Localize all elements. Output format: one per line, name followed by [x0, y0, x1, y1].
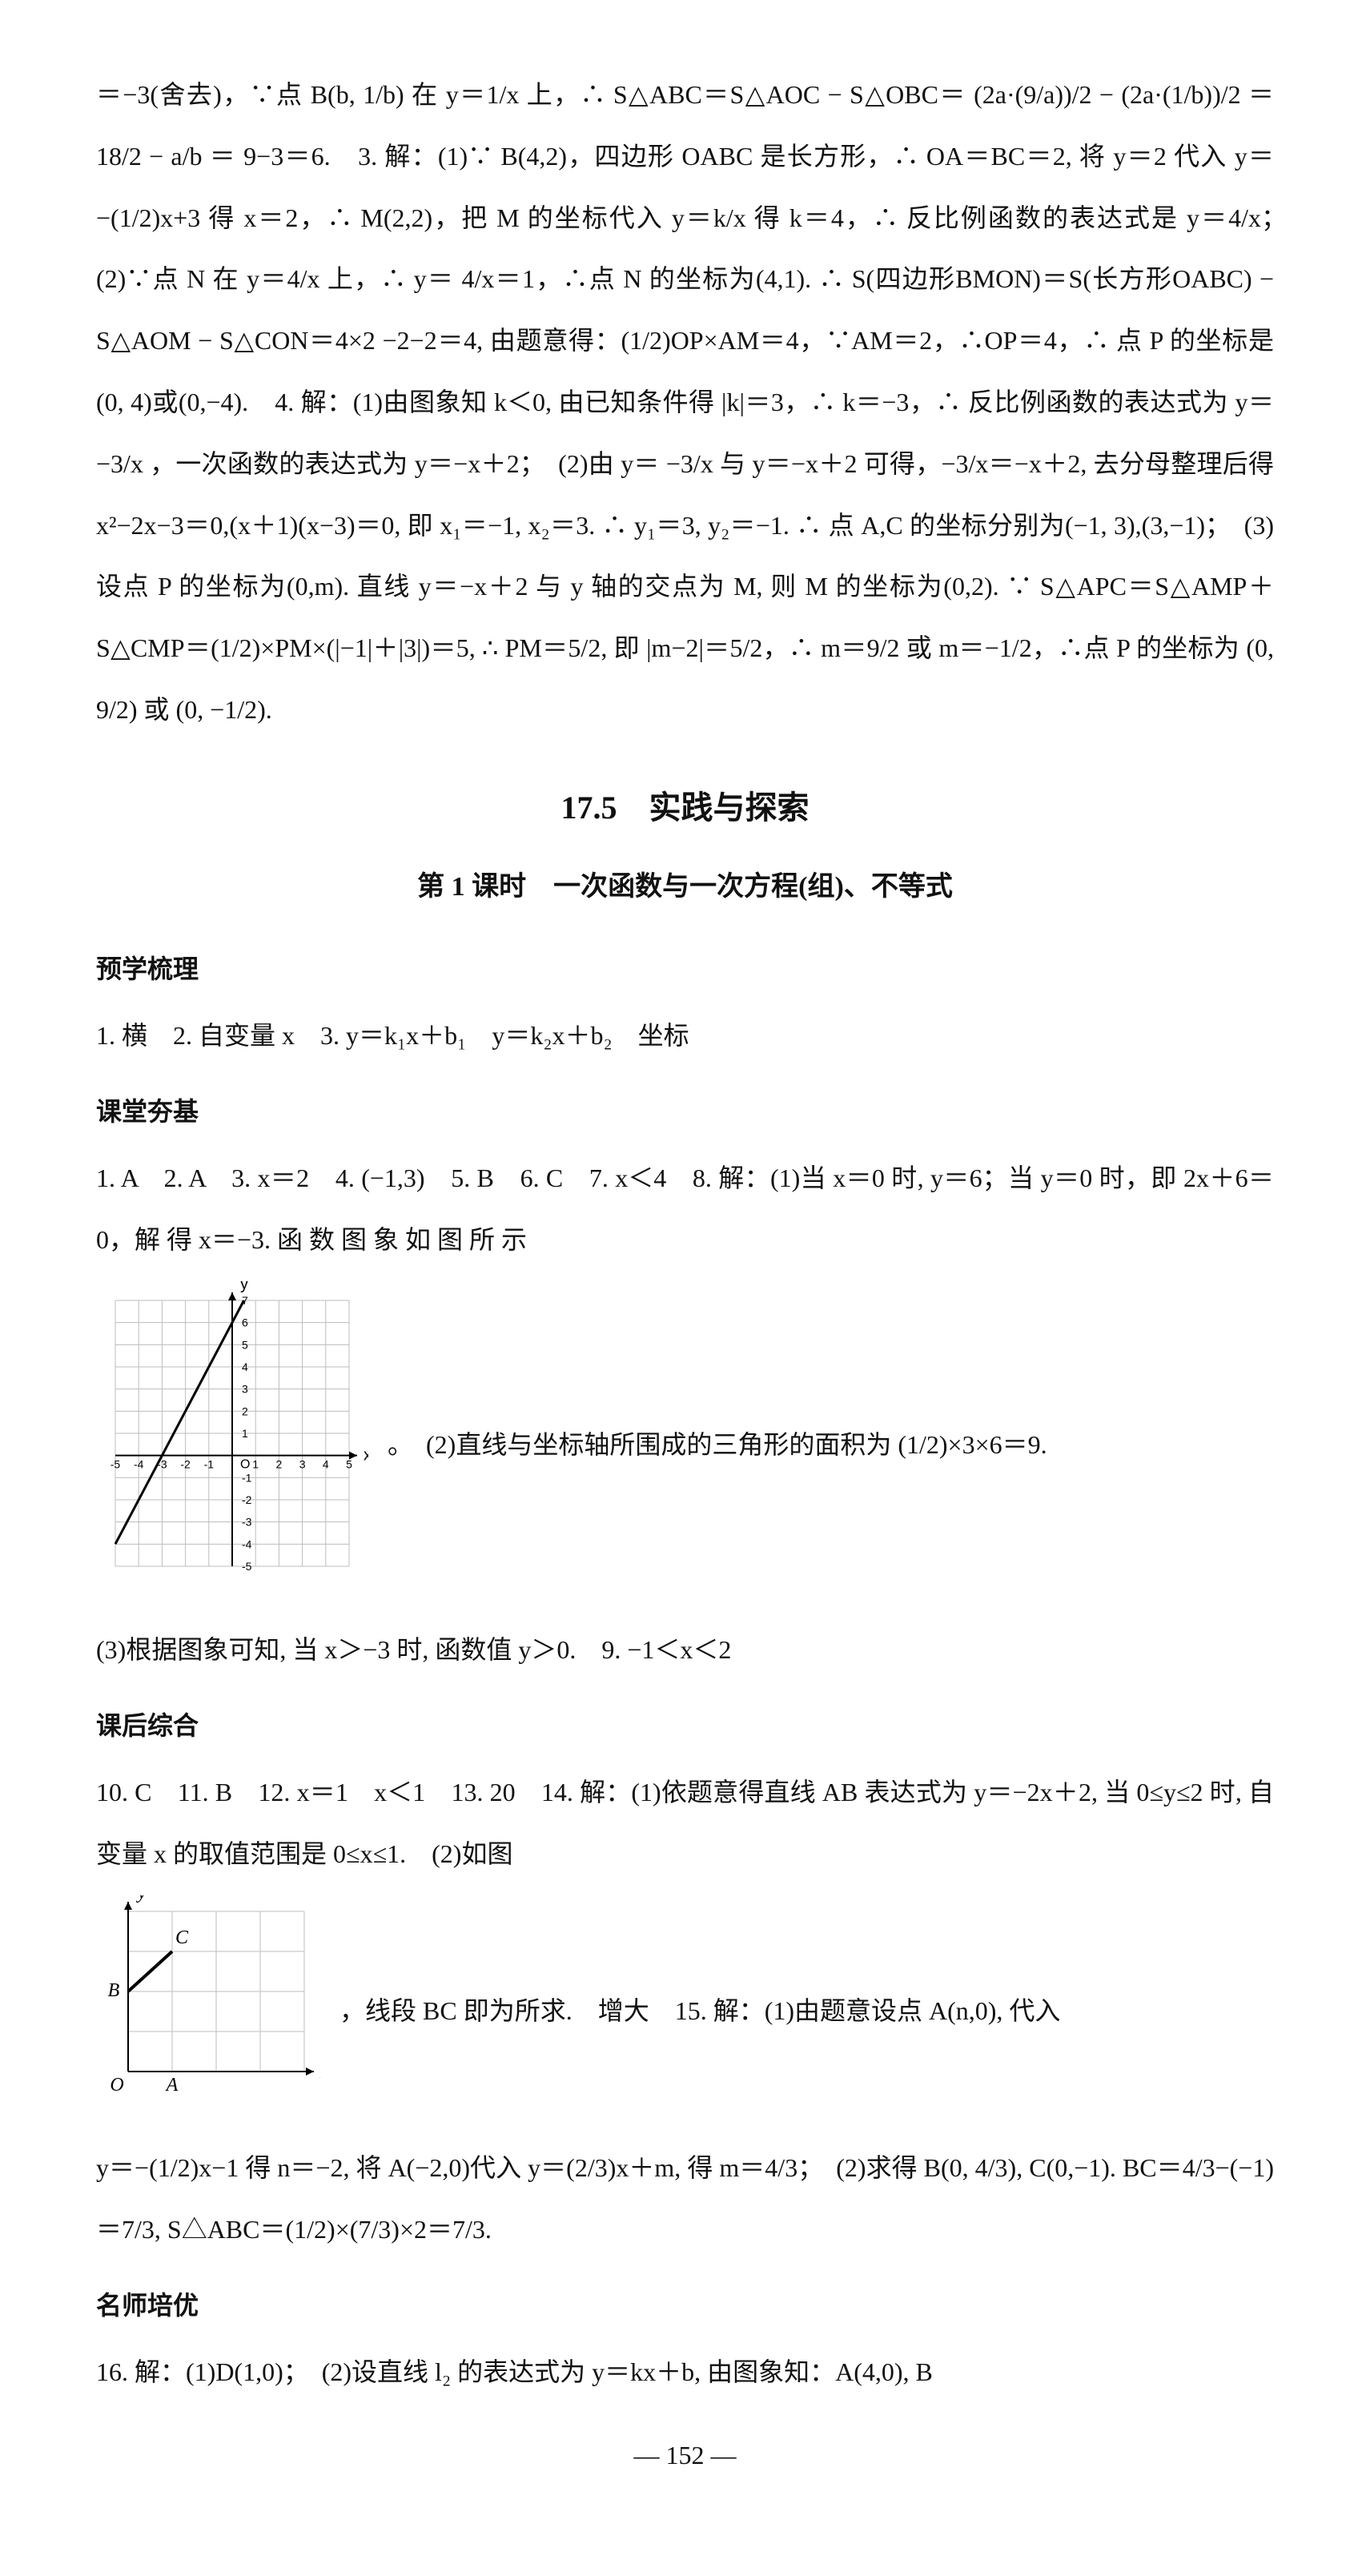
graph2-row: O A B Cx y ，线段 BC 即为所求. 增大 15. 解：(1)由题意设点 A(… — [96, 1895, 1274, 2126]
afterclass-graph-right: ，线段 BC 即为所求. 增大 15. 解：(1)由题意设点 A(n,0), 代… — [339, 1980, 1274, 2042]
top-continuation: ＝−3(舍去)，∵点 B(b, 1/b) 在 y＝1/x 上，∴ S△ABC＝S… — [96, 64, 1274, 741]
graph1-svg: -5-4-3-2-112345-5-4-3-2-11234567Oxy — [96, 1281, 368, 1585]
svg-text:B: B — [108, 1980, 120, 2001]
svg-text:2: 2 — [276, 1458, 283, 1471]
svg-text:-1: -1 — [242, 1472, 252, 1485]
svg-text:6: 6 — [242, 1316, 248, 1329]
graph1-row: -5-4-3-2-112345-5-4-3-2-11234567Oxy 。 (2… — [96, 1281, 1274, 1608]
svg-text:5: 5 — [242, 1339, 248, 1352]
label-preview: 预学梳理 — [96, 938, 1274, 1000]
graph1: -5-4-3-2-112345-5-4-3-2-11234567Oxy — [96, 1281, 368, 1608]
svg-text:3: 3 — [299, 1458, 306, 1471]
section-title: 17.5 实践与探索 — [96, 770, 1274, 846]
label-afterclass: 课后综合 — [96, 1695, 1274, 1757]
svg-text:-2: -2 — [242, 1493, 252, 1506]
svg-text:-5: -5 — [110, 1458, 121, 1471]
graph2: O A B Cx y — [96, 1895, 320, 2126]
svg-text:-2: -2 — [180, 1458, 191, 1471]
svg-text:5: 5 — [346, 1458, 352, 1471]
svg-text:4: 4 — [242, 1360, 248, 1373]
svg-text:O: O — [240, 1458, 250, 1472]
svg-text:x: x — [319, 2062, 320, 2083]
afterclass-after-graph: y＝−(1/2)x−1 得 n＝−2, 将 A(−2,0)代入 y＝(2/3)x… — [96, 2137, 1274, 2261]
svg-text:-1: -1 — [204, 1458, 215, 1471]
classroom-after-graph: (3)根据图象可知, 当 x＞−3 时, 函数值 y＞0. 9. −1＜x＜2 — [96, 1619, 1274, 1681]
svg-text:O: O — [110, 2075, 123, 2096]
svg-text:3: 3 — [242, 1383, 248, 1396]
svg-text:C: C — [175, 1927, 189, 1948]
svg-text:-5: -5 — [242, 1560, 252, 1573]
classroom-graph-right: 。 (2)直线与坐标轴所围成的三角形的面积为 (1/2)×3×6＝9. — [388, 1414, 1274, 1476]
page-number: — 152 — — [96, 2425, 1274, 2486]
label-classroom: 课堂夯基 — [96, 1081, 1274, 1143]
svg-text:2: 2 — [242, 1405, 248, 1418]
svg-text:1: 1 — [252, 1458, 259, 1471]
svg-text:x: x — [364, 1447, 368, 1465]
afterclass-before-graph: 10. C 11. B 12. x＝1 x＜1 13. 20 14. 解：(1)… — [96, 1762, 1274, 1885]
svg-text:y: y — [240, 1281, 248, 1293]
svg-text:4: 4 — [323, 1458, 329, 1471]
svg-text:-4: -4 — [134, 1458, 144, 1471]
graph2-svg: O A B Cx y — [96, 1895, 320, 2104]
svg-text:-4: -4 — [242, 1538, 252, 1551]
page-root: ＝−3(舍去)，∵点 B(b, 1/b) 在 y＝1/x 上，∴ S△ABC＝S… — [0, 0, 1370, 2576]
svg-text:A: A — [165, 2075, 179, 2096]
svg-text:1: 1 — [242, 1427, 248, 1440]
svg-text:y: y — [136, 1895, 147, 1903]
preview-content: 1. 横 2. 自变量 x 3. y＝k₁x＋b₁ y＝k₂x＋b₂ 坐标 — [96, 1005, 1274, 1067]
section-subtitle: 第 1 课时 一次函数与一次方程(组)、不等式 — [96, 854, 1274, 920]
label-teacher: 名师培优 — [96, 2275, 1274, 2337]
teacher-content: 16. 解：(1)D(1,0)； (2)设直线 l₂ 的表达式为 y＝kx＋b,… — [96, 2341, 1274, 2403]
classroom-before-graph: 1. A 2. A 3. x＝2 4. (−1,3) 5. B 6. C 7. … — [96, 1147, 1274, 1271]
svg-text:-3: -3 — [242, 1516, 252, 1529]
